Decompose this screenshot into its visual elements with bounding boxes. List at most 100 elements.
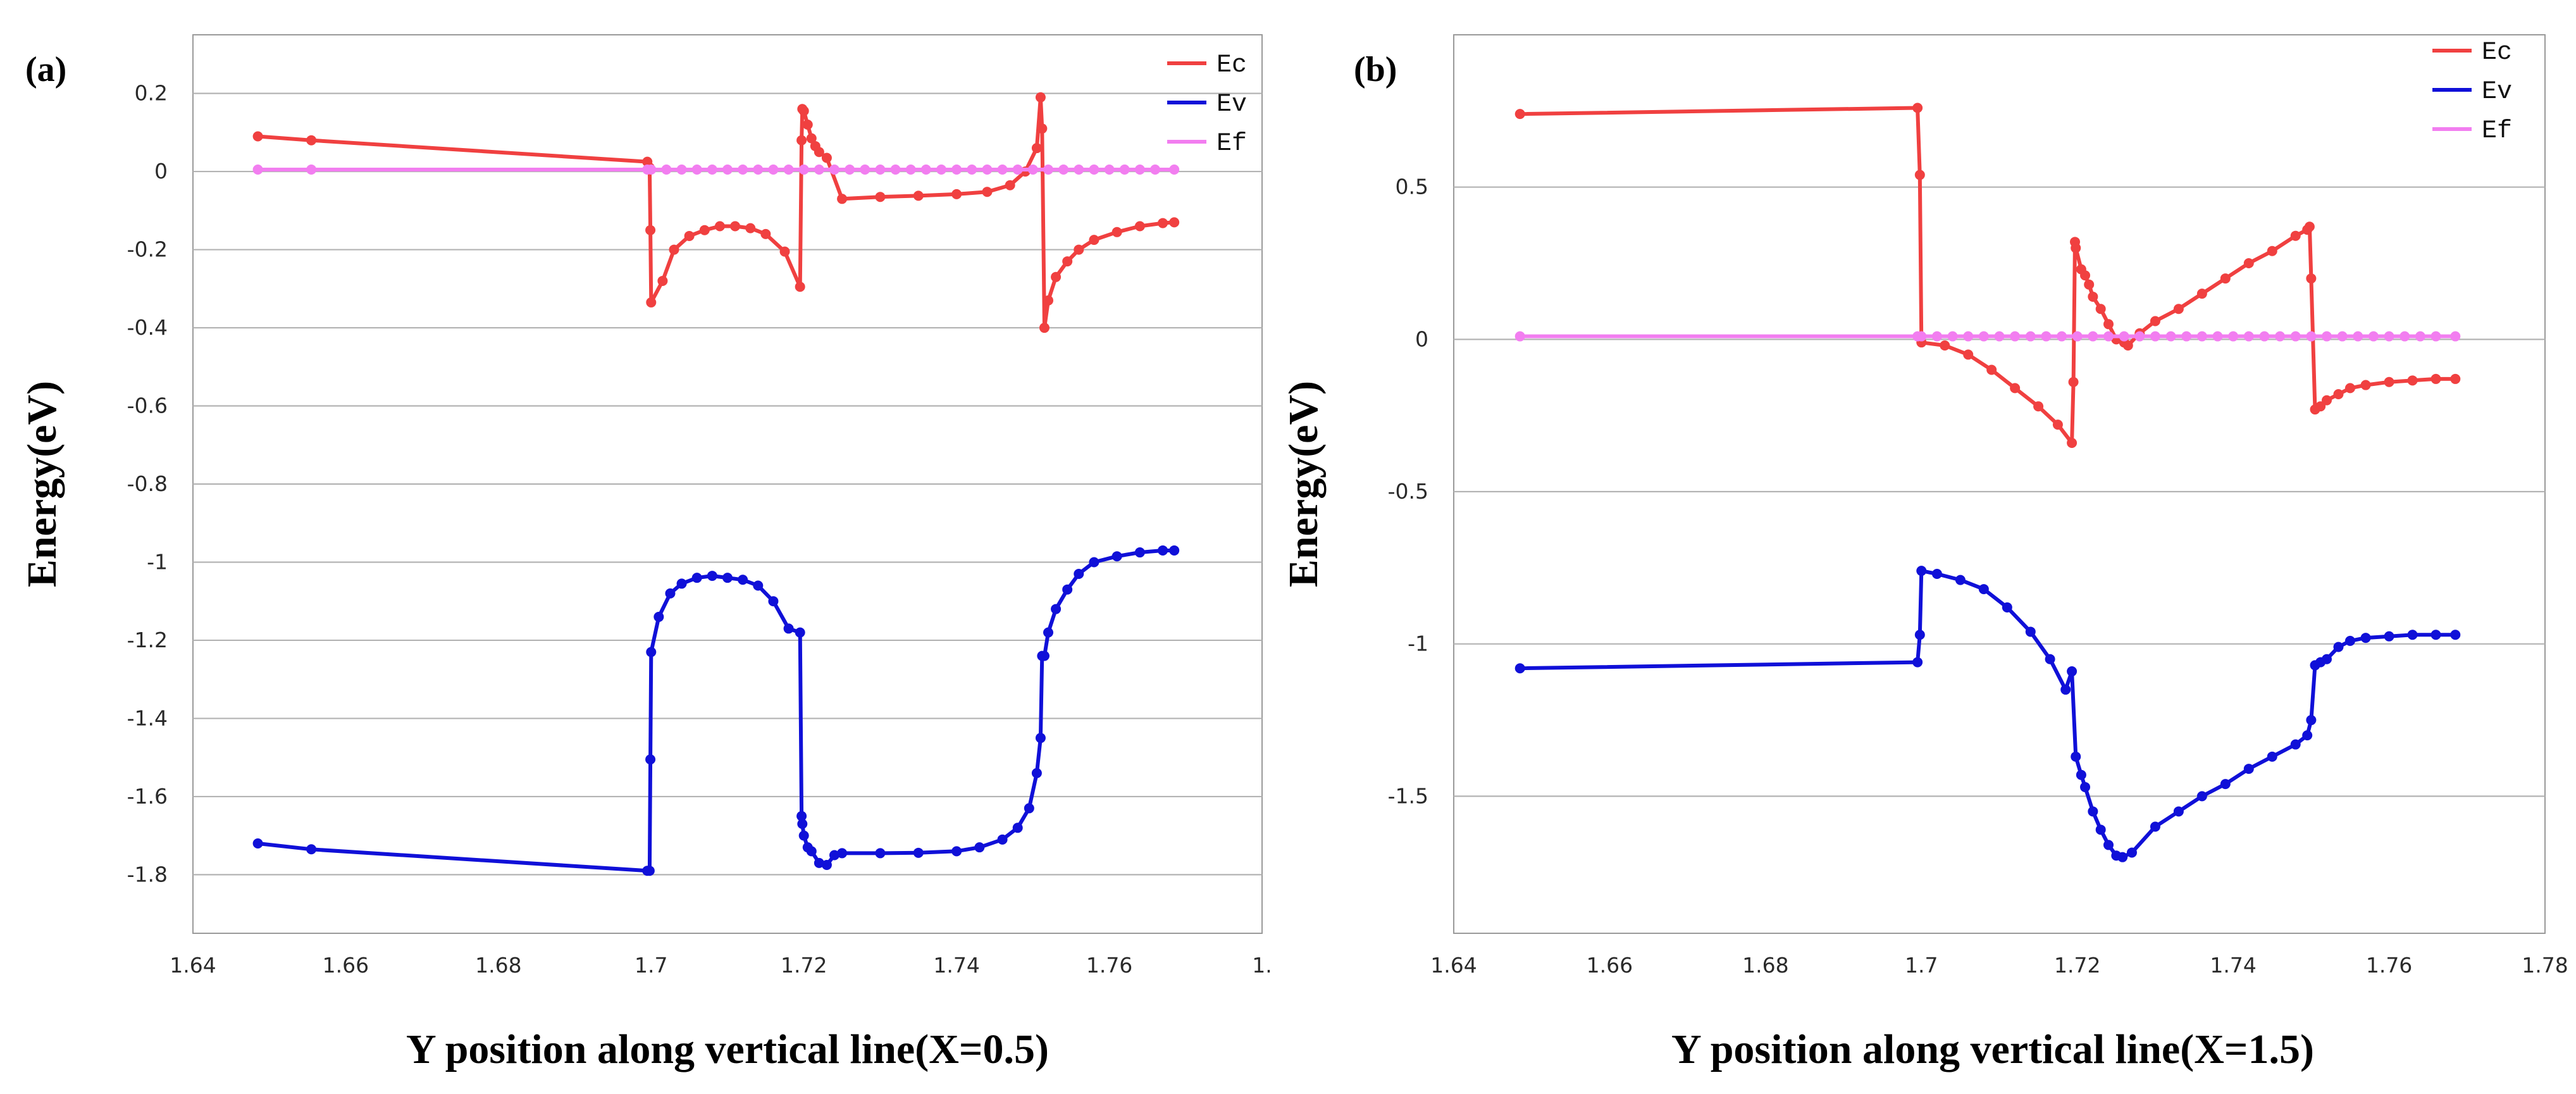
data-point — [802, 120, 813, 130]
data-point — [2302, 730, 2313, 741]
data-point — [1074, 165, 1084, 175]
data-point — [860, 165, 870, 175]
data-point — [913, 190, 924, 201]
data-point — [684, 230, 695, 241]
data-point — [1912, 103, 1923, 113]
data-point — [2212, 331, 2223, 342]
data-point — [821, 859, 832, 870]
series-ef — [1514, 331, 2461, 342]
data-point — [1031, 143, 1042, 154]
data-point — [2173, 304, 2184, 314]
data-point — [1931, 331, 1942, 342]
data-point — [1062, 256, 1073, 267]
data-point — [657, 275, 668, 286]
y-tick-label: 0 — [154, 159, 168, 183]
data-point — [2322, 654, 2332, 664]
data-point — [753, 580, 764, 591]
data-point — [783, 165, 794, 175]
data-point — [2052, 420, 2063, 430]
x-tick-labels: 1.64 1.66 1.68 1.7 1.72 1.74 1.76 1.78 — [1430, 953, 2568, 978]
data-point — [1169, 545, 1180, 556]
data-point — [1089, 235, 1099, 246]
data-point — [1058, 165, 1069, 175]
data-point — [2088, 806, 2098, 817]
x-tick-label: 1.7 — [635, 953, 667, 978]
x-axis-title: Y position along vertical line(X=0.5) — [406, 1026, 1049, 1072]
data-point — [2430, 630, 2441, 640]
data-point — [951, 846, 962, 857]
data-point — [1978, 331, 1989, 342]
y-tick-label: -0.2 — [127, 237, 168, 262]
y-tick-label: -1 — [1408, 631, 1428, 656]
data-point — [1978, 584, 1989, 595]
data-point — [2076, 769, 2086, 780]
y-tick-labels: 0.5 0 -0.5 -1 -1.5 — [1388, 175, 1428, 809]
data-point — [760, 228, 771, 239]
y-tick-label: -0.6 — [127, 394, 168, 418]
data-point — [1514, 109, 1525, 120]
data-point — [2450, 630, 2461, 640]
data-point — [2072, 331, 2083, 342]
x-tick-label: 1.68 — [475, 953, 521, 978]
data-point — [905, 165, 916, 175]
data-point — [2430, 373, 2441, 384]
data-point — [2126, 847, 2137, 858]
data-point — [1134, 221, 1145, 232]
data-point — [1916, 566, 1927, 576]
x-tick-label: 1.64 — [170, 953, 216, 978]
x-tick-label: 1. — [1252, 953, 1272, 978]
data-point — [707, 571, 717, 581]
data-point — [1039, 650, 1050, 661]
data-point — [2322, 395, 2332, 406]
data-point — [676, 578, 687, 589]
data-point — [1158, 545, 1168, 556]
y-tick-label: -0.8 — [127, 471, 168, 496]
data-point — [1031, 768, 1042, 778]
data-point — [2033, 401, 2044, 412]
data-point — [2450, 373, 2461, 384]
data-point — [2025, 331, 2036, 342]
data-point — [1104, 165, 1115, 175]
data-point — [2333, 642, 2344, 652]
y-axis-title: Energy(eV) — [1280, 381, 1327, 587]
data-point — [2290, 331, 2301, 342]
data-point — [1134, 547, 1145, 558]
data-point — [2150, 331, 2160, 342]
legend: Ec Ev Ef — [1167, 51, 1247, 158]
data-point — [829, 850, 839, 861]
data-point — [1914, 170, 1925, 180]
data-point — [1912, 657, 1923, 668]
data-point — [1043, 627, 1053, 638]
x-tick-label: 1.78 — [2522, 953, 2568, 978]
series-line — [1520, 569, 2456, 859]
data-point — [2415, 331, 2425, 342]
series-ev — [252, 545, 1180, 876]
data-point — [722, 573, 733, 583]
data-point — [2430, 331, 2441, 342]
y-tick-labels: 0.2 0 -0.2 -0.4 -0.6 -0.8 -1 -1.2 -1.4 -1.6 -1.8 — [127, 81, 168, 887]
y-tick-label: 0 — [1415, 326, 1428, 351]
data-point — [2315, 401, 2326, 412]
data-point — [1012, 165, 1023, 175]
data-point — [2353, 331, 2363, 342]
data-point — [1947, 331, 1958, 342]
data-point — [2095, 304, 2106, 314]
legend-entry: Ec — [2482, 39, 2512, 67]
data-point — [875, 192, 886, 202]
panel-label: (a) — [25, 50, 66, 89]
data-point — [2333, 389, 2344, 399]
y-tick-label: -1.2 — [127, 628, 168, 652]
data-point — [2290, 739, 2301, 750]
data-point — [2002, 602, 2012, 612]
data-point — [1074, 244, 1084, 255]
data-point — [1037, 123, 1048, 134]
data-point — [2267, 751, 2277, 762]
data-point — [1119, 165, 1130, 175]
data-point — [2384, 631, 2394, 642]
data-point — [829, 165, 839, 175]
x-tick-label: 1.7 — [1905, 953, 1938, 978]
data-point — [797, 819, 808, 830]
data-point — [2068, 376, 2079, 387]
data-point — [875, 848, 886, 859]
